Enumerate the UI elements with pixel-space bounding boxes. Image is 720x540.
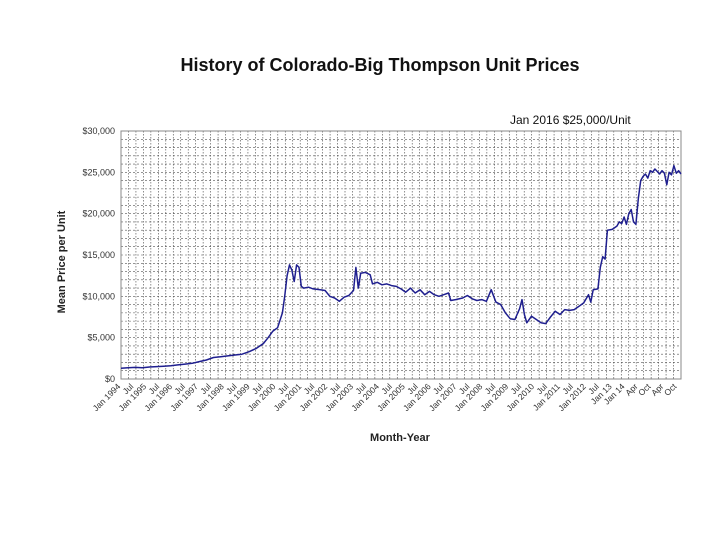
y-tick-label: $30,000: [82, 126, 115, 136]
series: [120, 164, 682, 370]
chart-title: History of Colorado-Big Thompson Unit Pr…: [180, 55, 580, 75]
plot-frame: [120, 130, 682, 380]
axes: [120, 130, 682, 380]
y-tick-label: $15,000: [82, 250, 115, 260]
chart-annotation: Jan 2016 $25,000/Unit: [510, 113, 631, 127]
price-series-line: [120, 164, 682, 370]
y-tick-label: $25,000: [82, 167, 115, 177]
y-tick-label: $0: [105, 374, 115, 384]
y-tick-labels: $0 $5,000 $10,000 $15,000 $20,000 $25,000 $30,…: [82, 126, 115, 384]
y-tick-label: $20,000: [82, 209, 115, 219]
y-tick-label: $5,000: [87, 333, 115, 343]
x-axis-label: Month-Year: [370, 432, 430, 444]
grid: [121, 130, 681, 380]
y-tick-label: $10,000: [82, 291, 115, 301]
x-tick-label: Oct: [662, 381, 679, 398]
